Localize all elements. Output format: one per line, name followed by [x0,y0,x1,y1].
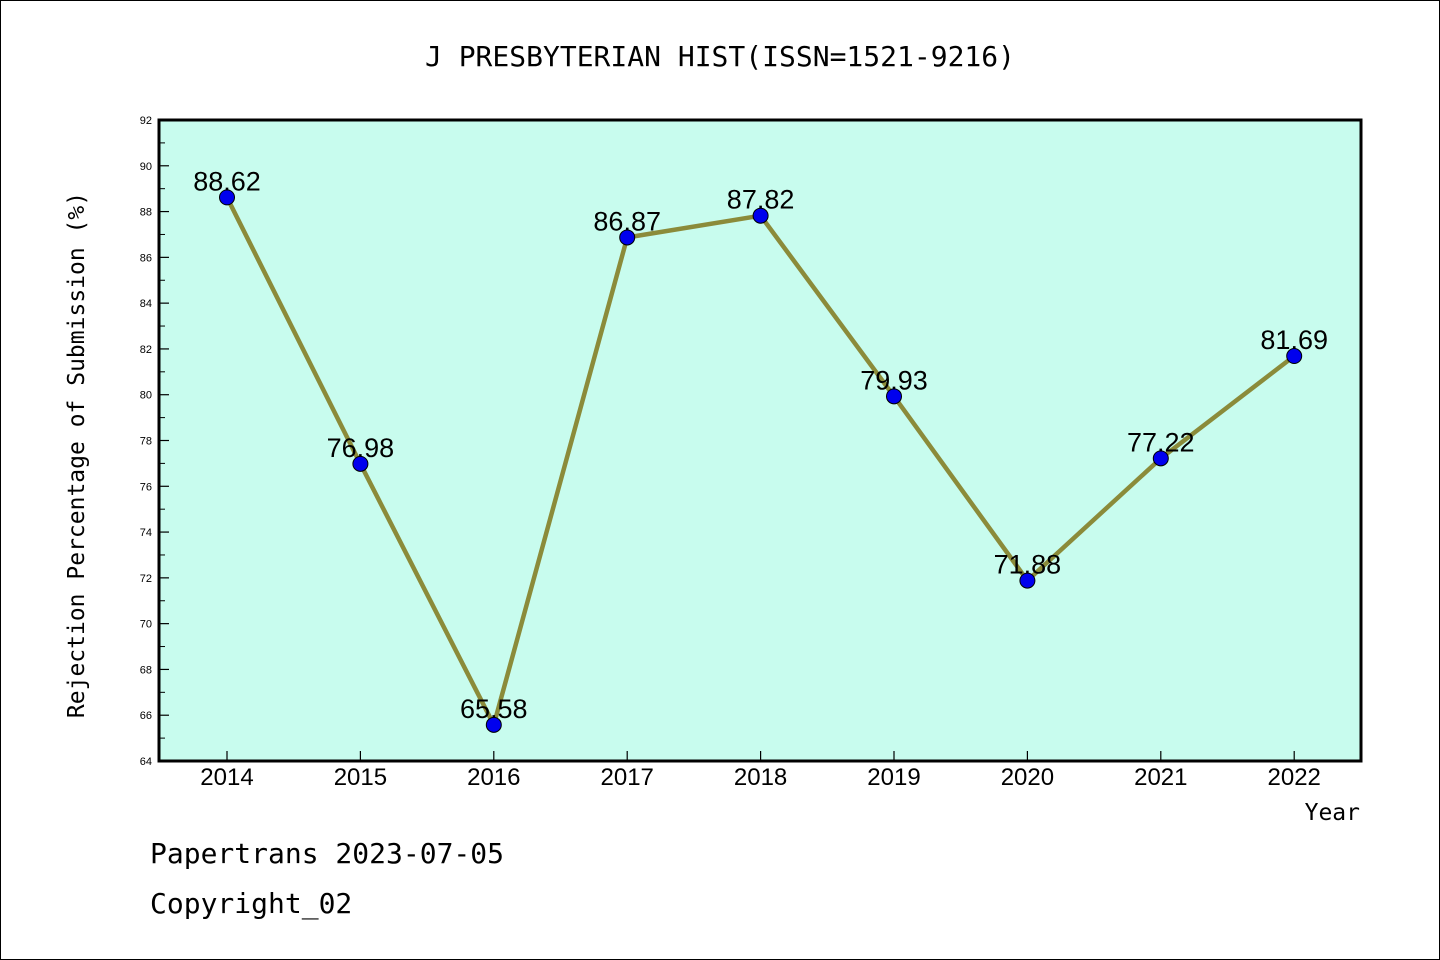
data-label: 88.62 [193,166,261,196]
data-label: 76.98 [327,433,395,463]
series-layer [219,189,1303,733]
x-tick-label: 2016 [467,764,520,791]
footer-date: Papertrans 2023-07-05 [150,837,504,870]
x-tick-label: 2015 [334,764,387,791]
x-axis: 2014 2015 2016 2017 2018 2019 2020 2021 2022 [200,751,1321,791]
x-axis-label: Year [1305,800,1360,826]
y-axis: 64 66 68 70 72 74 76 78 80 82 84 86 88 90 92 [140,115,169,768]
data-point [485,716,502,733]
y-tick-label: 90 [140,161,152,173]
data-point [1152,450,1169,467]
plot-area [157,118,1363,763]
x-tick-label: 2020 [1001,764,1054,791]
y-tick-label: 74 [140,527,152,539]
y-tick-label: 92 [140,115,152,127]
y-tick-label: 78 [140,436,152,448]
data-label: 87.82 [727,185,795,215]
data-label: 71.88 [994,550,1062,580]
y-tick-label: 84 [140,298,152,310]
y-axis-label: Rejection Percentage of Submission (%) [64,192,90,718]
data-point [752,207,769,224]
data-point [886,388,902,405]
x-tick-label: 2019 [867,764,920,791]
y-tick-label: 72 [140,573,152,585]
y-tick-label: 82 [140,344,152,356]
x-tick-label: 2017 [601,764,654,791]
data-point [1019,572,1036,589]
x-tick-label: 2018 [734,764,787,791]
x-tick-label: 2014 [200,764,253,791]
y-tick-label: 76 [140,481,152,493]
chart-title: J PRESBYTERIAN HIST(ISSN=1521-9216) [425,40,1015,73]
data-label: 79.93 [860,365,928,395]
y-tick-label: 80 [140,390,152,402]
data-label: 86.87 [593,206,661,236]
data-label: 81.69 [1260,325,1328,355]
footer-copyright: Copyright_02 [150,887,352,921]
data-label: 77.22 [1127,427,1195,457]
data-labels: 88.62 76.98 65.58 86.87 87.82 79.93 71.88 77.22… [193,166,1328,723]
data-point [352,455,369,472]
y-tick-label: 86 [140,252,152,264]
x-tick-label: 2022 [1268,764,1321,791]
data-point [219,189,235,206]
data-point [1286,348,1303,365]
x-tick-label: 2021 [1134,764,1187,791]
y-tick-label: 66 [140,710,152,722]
y-tick-label: 70 [140,619,152,631]
y-tick-label: 68 [140,664,152,676]
data-point [619,229,636,246]
y-tick-label: 88 [140,207,152,219]
y-tick-label: 64 [140,756,152,768]
data-label: 65.58 [460,694,528,724]
